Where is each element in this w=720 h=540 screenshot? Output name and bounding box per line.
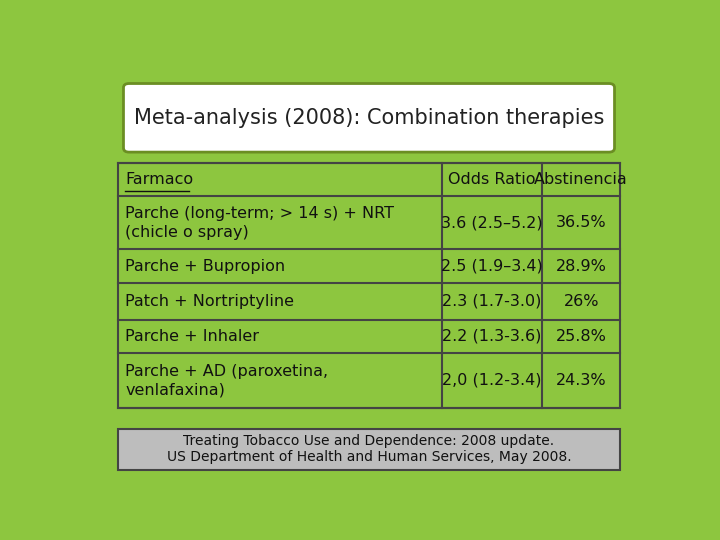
Text: 24.3%: 24.3% — [556, 373, 606, 388]
Text: Odds Ratio: Odds Ratio — [449, 172, 536, 187]
Text: Parche + Inhaler: Parche + Inhaler — [125, 329, 259, 344]
Text: Patch + Nortriptyline: Patch + Nortriptyline — [125, 294, 294, 309]
Text: 28.9%: 28.9% — [556, 259, 607, 274]
Text: 3.6 (2.5–5.2): 3.6 (2.5–5.2) — [441, 215, 543, 230]
Text: 2.5 (1.9–3.4): 2.5 (1.9–3.4) — [441, 259, 543, 274]
Text: 2.2 (1.3-3.6): 2.2 (1.3-3.6) — [442, 329, 541, 344]
Text: Parche (long-term; > 14 s) + NRT
(chicle o spray): Parche (long-term; > 14 s) + NRT (chicle… — [125, 206, 394, 240]
Text: Treating Tobacco Use and Dependence: 2008 update.: Treating Tobacco Use and Dependence: 200… — [184, 434, 554, 448]
FancyBboxPatch shape — [124, 84, 615, 152]
Text: Meta-analysis (2008): Combination therapies: Meta-analysis (2008): Combination therap… — [134, 107, 604, 127]
Text: 26%: 26% — [564, 294, 599, 309]
Text: US Department of Health and Human Services, May 2008.: US Department of Health and Human Servic… — [167, 450, 571, 464]
Text: Farmaco: Farmaco — [125, 172, 193, 187]
Text: 36.5%: 36.5% — [556, 215, 606, 230]
Text: 2.3 (1.7-3.0): 2.3 (1.7-3.0) — [442, 294, 541, 309]
Text: 25.8%: 25.8% — [556, 329, 607, 344]
Text: Parche + AD (paroxetina,
venlafaxina): Parche + AD (paroxetina, venlafaxina) — [125, 364, 328, 397]
Text: 2,0 (1.2-3.4): 2,0 (1.2-3.4) — [442, 373, 541, 388]
Text: Abstinencia: Abstinencia — [534, 172, 628, 187]
Text: Parche + Bupropion: Parche + Bupropion — [125, 259, 285, 274]
